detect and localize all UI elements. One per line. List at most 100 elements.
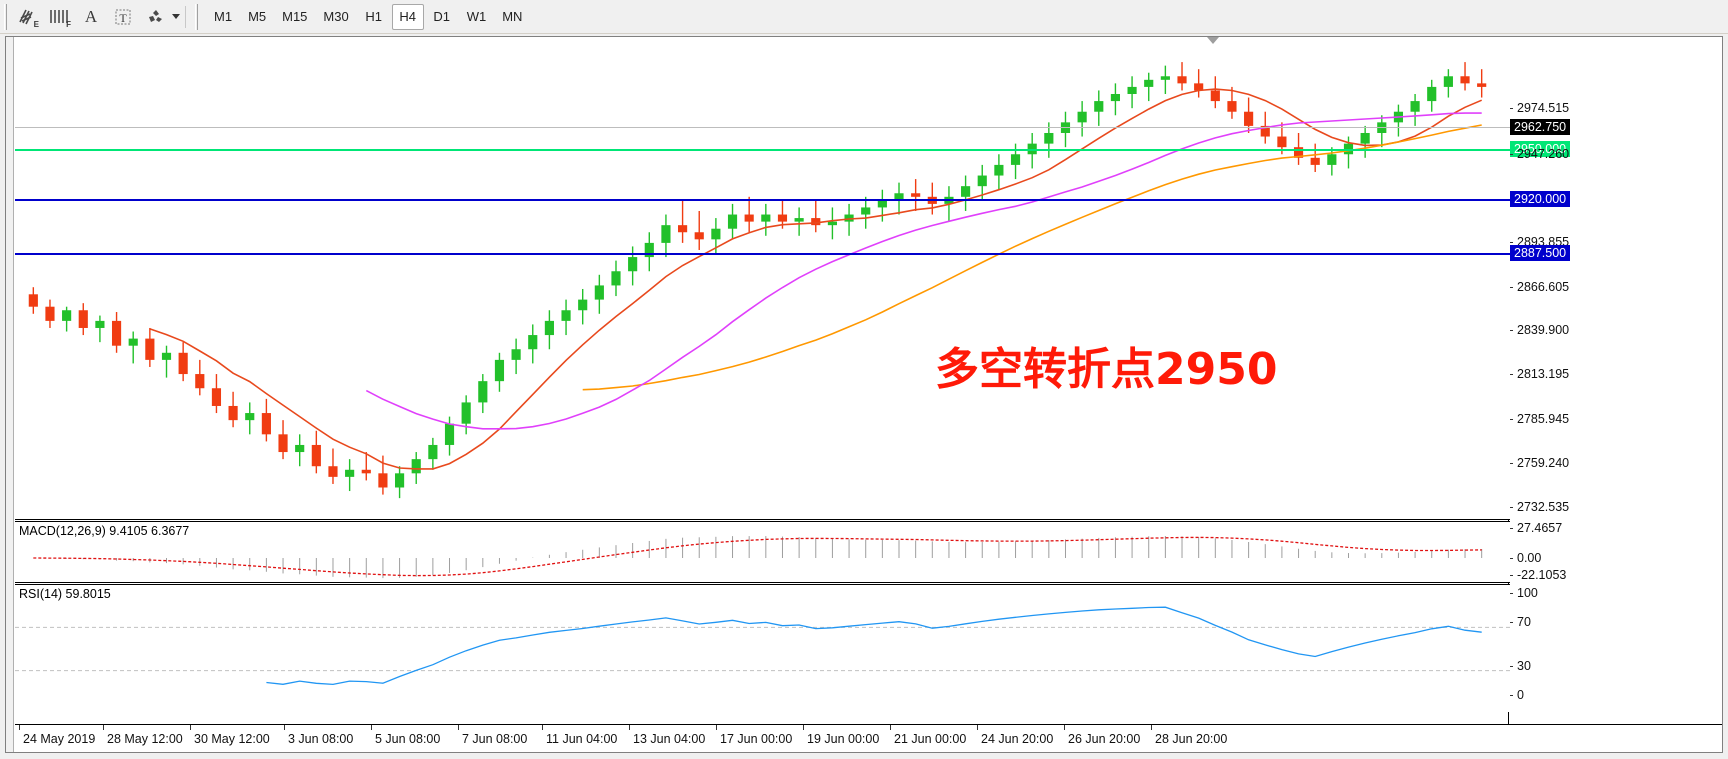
price-label-2785-945: 2785.945 bbox=[1517, 412, 1570, 426]
time-axis-label: 24 Jun 20:00 bbox=[981, 732, 1054, 746]
time-axis-label: 30 May 12:00 bbox=[194, 732, 270, 746]
indicators-icon[interactable]: E bbox=[12, 3, 42, 31]
macd-label: MACD(12,26,9) 9.4105 6.3677 bbox=[19, 524, 190, 538]
time-tick bbox=[716, 725, 717, 730]
time-tick bbox=[803, 725, 804, 730]
price-tick bbox=[1509, 287, 1513, 288]
pane-separator-1b bbox=[15, 521, 1510, 522]
time-tick bbox=[458, 725, 459, 730]
rsi-pane[interactable]: RSI(14) 59.8015 bbox=[15, 585, 1510, 712]
text-label-glyph: T bbox=[115, 9, 131, 25]
svg-text:T: T bbox=[119, 11, 127, 25]
price-scale[interactable]: 2974.515 2962.750 2950.000 2947.260 2920.000… bbox=[1508, 37, 1722, 752]
text-label-icon[interactable]: T bbox=[108, 3, 138, 31]
time-axis-label: 26 Jun 20:00 bbox=[1068, 732, 1141, 746]
price-label-2732-535: 2732.535 bbox=[1517, 500, 1570, 514]
timeframe-grip[interactable] bbox=[193, 3, 202, 30]
macd-label-27-4657: 27.4657 bbox=[1517, 521, 1563, 535]
price-tick bbox=[1509, 463, 1513, 464]
level-line-resistance-2950[interactable] bbox=[15, 149, 1510, 151]
toolbar-separator bbox=[185, 5, 186, 28]
time-tick bbox=[629, 725, 630, 730]
rsi-label-70: 70 bbox=[1517, 615, 1531, 629]
timeframe-button-d1[interactable]: D1 bbox=[433, 9, 451, 24]
price-tick bbox=[1509, 622, 1513, 623]
timeframe-group: M1 M5 M15 M30 H1 H4 D1 W1 MN bbox=[206, 3, 530, 30]
macd-chart-svg bbox=[33, 536, 1483, 579]
price-tick bbox=[1509, 593, 1513, 594]
text-icon[interactable]: A bbox=[76, 3, 106, 31]
price-tick bbox=[1509, 507, 1513, 508]
last-bar-marker-icon bbox=[1207, 37, 1219, 44]
chart-window: SP500-,H4 2967.750 2968.500 2959.500 296… bbox=[5, 36, 1723, 753]
level-line-support-2887[interactable] bbox=[15, 253, 1510, 255]
rsi-label-30: 30 bbox=[1517, 659, 1531, 673]
price-tick bbox=[1509, 374, 1513, 375]
pane-separator-2 bbox=[15, 582, 1510, 583]
templates-icon[interactable]: F bbox=[44, 3, 74, 31]
time-axis-label: 19 Jun 00:00 bbox=[807, 732, 880, 746]
level-line-support-2920[interactable] bbox=[15, 199, 1510, 201]
time-tick bbox=[103, 725, 104, 730]
chart-annotation-text: 多空转折点2950 bbox=[935, 344, 1278, 395]
timeframe-button-m15[interactable]: M15 bbox=[282, 9, 308, 24]
price-chart-svg bbox=[28, 62, 1487, 499]
price-label-2947-260: 2947.260 bbox=[1517, 147, 1570, 161]
price-tag-2950-000: 2950.000 bbox=[1510, 141, 1571, 157]
macd-label-0-00: 0.00 bbox=[1517, 551, 1542, 565]
rsi-label-0: 0 bbox=[1517, 688, 1524, 702]
price-label-2759-240: 2759.240 bbox=[1517, 456, 1570, 470]
timeframe-button-h4[interactable]: H4 bbox=[391, 3, 424, 30]
main-toolbar: E F A T M1 M5 M15 M30 H1 H4 D1 W1 MN bbox=[0, 0, 1728, 34]
timeframe-button-h1[interactable]: H1 bbox=[365, 9, 383, 24]
price-tick bbox=[1509, 666, 1513, 667]
time-axis-label: 21 Jun 00:00 bbox=[894, 732, 967, 746]
rsi-chart-svg bbox=[15, 606, 1510, 686]
templates-sub-letter: F bbox=[66, 19, 71, 29]
price-tag-2887-500: 2887.500 bbox=[1510, 245, 1571, 261]
price-tick bbox=[1509, 330, 1513, 331]
price-tick bbox=[1509, 419, 1513, 420]
timeframe-button-w1[interactable]: W1 bbox=[466, 9, 487, 24]
price-pane[interactable]: 多空转折点2950 bbox=[15, 37, 1510, 519]
objects-dropdown-chevron-down-icon[interactable] bbox=[172, 14, 180, 19]
price-tick bbox=[1509, 558, 1513, 559]
time-axis-label: 17 Jun 00:00 bbox=[720, 732, 793, 746]
time-axis-label: 24 May 2019 bbox=[23, 732, 96, 746]
rsi-label-100: 100 bbox=[1517, 586, 1538, 600]
time-tick bbox=[1151, 725, 1152, 730]
time-tick bbox=[19, 725, 20, 730]
pane-separator-1 bbox=[15, 519, 1510, 520]
time-tick bbox=[542, 725, 543, 730]
time-axis-label: 28 May 12:00 bbox=[107, 732, 183, 746]
time-axis-label: 3 Jun 08:00 bbox=[288, 732, 354, 746]
current-price-line bbox=[15, 127, 1510, 128]
price-tag-2962-750: 2962.750 bbox=[1510, 119, 1571, 135]
timeframe-button-m1[interactable]: M1 bbox=[214, 9, 233, 24]
time-tick bbox=[890, 725, 891, 730]
price-tick bbox=[1509, 242, 1513, 243]
time-axis-label: 5 Jun 08:00 bbox=[375, 732, 441, 746]
toolbar-grip[interactable] bbox=[2, 3, 11, 30]
price-tick bbox=[1509, 528, 1513, 529]
price-label-2866-605: 2866.605 bbox=[1517, 280, 1570, 294]
text-glyph: A bbox=[84, 7, 98, 26]
chart-vertical-scrollbar[interactable] bbox=[6, 37, 14, 752]
time-axis-label: 11 Jun 04:00 bbox=[546, 732, 618, 746]
indicators-sub-letter: E bbox=[33, 19, 39, 29]
price-tag-2920-000: 2920.000 bbox=[1510, 191, 1571, 207]
time-axis-label: 13 Jun 04:00 bbox=[633, 732, 706, 746]
time-axis[interactable]: 24 May 2019 28 May 12:00 30 May 12:00 3 Jun… bbox=[15, 724, 1722, 752]
macd-pane[interactable]: MACD(12,26,9) 9.4105 6.3677 bbox=[15, 522, 1510, 582]
rsi-label: RSI(14) 59.8015 bbox=[19, 587, 111, 601]
objects-glyph bbox=[149, 9, 162, 22]
timeframe-button-m5[interactable]: M5 bbox=[248, 9, 267, 24]
time-axis-label: 7 Jun 08:00 bbox=[462, 732, 528, 746]
time-tick bbox=[977, 725, 978, 730]
timeframe-button-mn[interactable]: MN bbox=[502, 9, 523, 24]
timeframe-button-m30[interactable]: M30 bbox=[323, 9, 349, 24]
price-tick bbox=[1509, 154, 1513, 155]
chart-canvas-area[interactable]: SP500-,H4 2967.750 2968.500 2959.500 296… bbox=[15, 37, 1722, 752]
objects-icon[interactable] bbox=[140, 3, 170, 31]
